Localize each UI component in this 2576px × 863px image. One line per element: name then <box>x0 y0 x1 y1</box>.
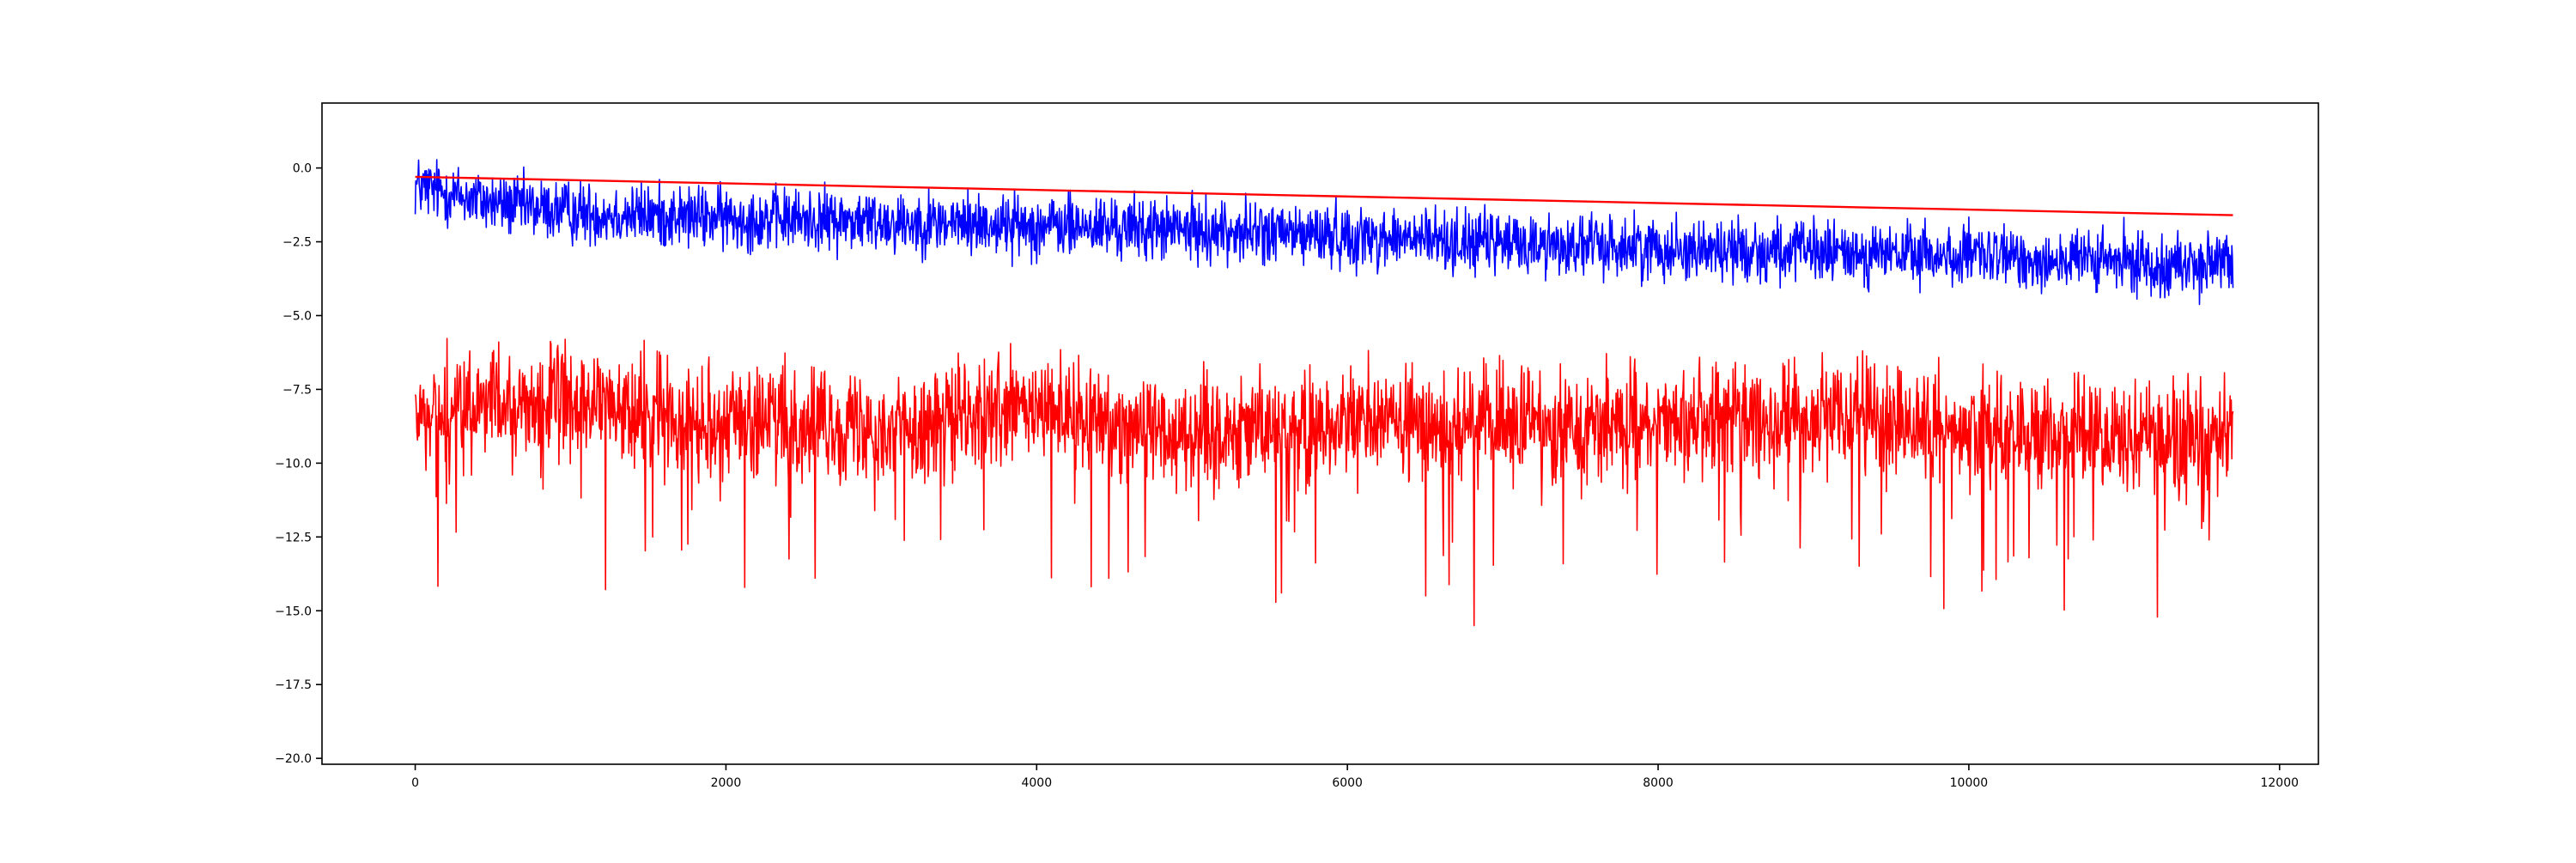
y-tick-label: −15.0 <box>275 605 312 618</box>
y-tick-label: −17.5 <box>275 678 312 692</box>
x-tick-label: 8000 <box>1643 776 1674 790</box>
y-tick-label: −7.5 <box>283 383 312 397</box>
x-tick-label: 0 <box>411 776 419 790</box>
y-tick-label: −5.0 <box>283 310 312 324</box>
x-axis: 0 2000 4000 6000 8000 10000 12000 <box>411 764 2299 790</box>
x-tick-label: 12000 <box>2260 776 2299 790</box>
x-tick-label: 6000 <box>1332 776 1363 790</box>
x-tick-label: 10000 <box>1950 776 1989 790</box>
y-tick-label: −12.5 <box>275 531 312 544</box>
x-tick-label: 2000 <box>711 776 742 790</box>
y-tick-label: −10.0 <box>275 457 312 471</box>
y-tick-label: 0.0 <box>293 162 312 176</box>
series-line-3 <box>414 337 2234 627</box>
series-line-1 <box>414 159 2234 306</box>
plot-area-frame <box>321 102 2319 765</box>
series-layer <box>414 159 2234 627</box>
y-tick-label: −20.0 <box>275 752 312 766</box>
series-line-2 <box>415 175 2233 216</box>
y-axis: 0.0 −2.5 −5.0 −7.5 −10.0 −12.5 −15.0 −17.5 −20.0 <box>275 162 322 766</box>
x-tick-label: 4000 <box>1021 776 1052 790</box>
y-tick-label: −2.5 <box>283 236 312 250</box>
